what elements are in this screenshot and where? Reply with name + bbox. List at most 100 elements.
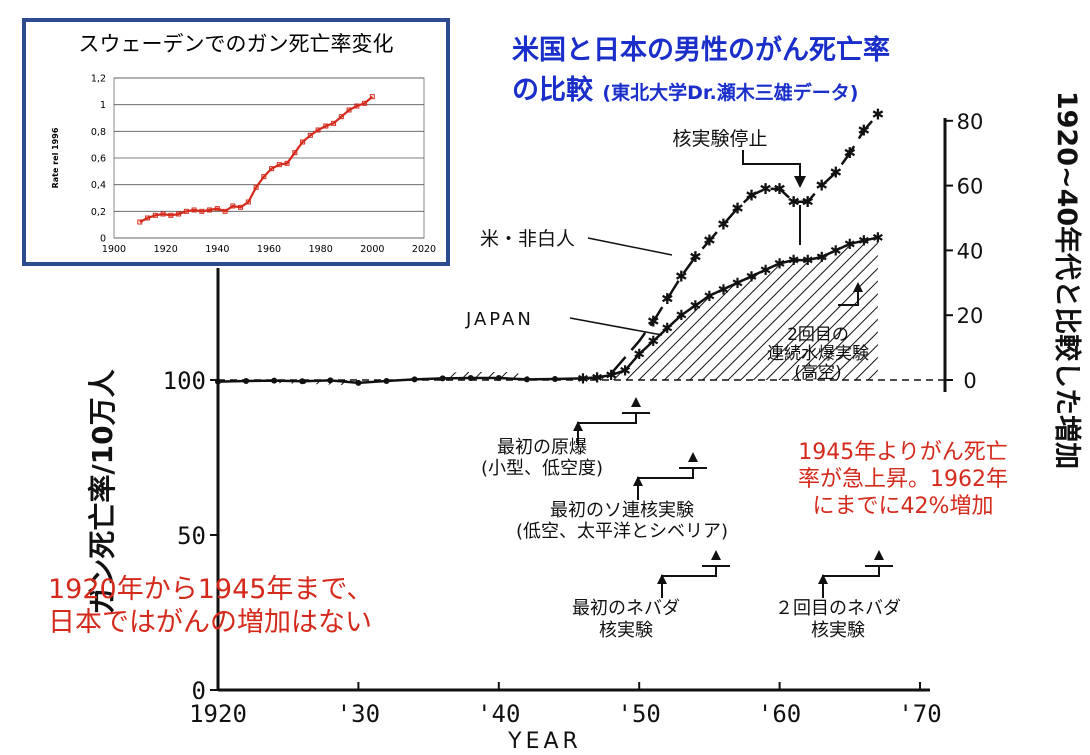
japan-point-1946: ✱ bbox=[577, 371, 589, 387]
inset-point-2000 bbox=[369, 94, 375, 100]
japan-point-1961: ✱ bbox=[788, 253, 800, 269]
x-tick-label-1920: 1920 bbox=[189, 700, 247, 728]
japan-point-1951: ✱ bbox=[647, 334, 659, 350]
x-axis-label: YEAR bbox=[507, 729, 582, 754]
japan-point-1930 bbox=[355, 379, 362, 386]
japan-point-1966: ✱ bbox=[858, 234, 870, 250]
japan-point-1954: ✱ bbox=[689, 298, 701, 314]
series-line-us-nonwhite bbox=[610, 113, 879, 375]
japan-increase-area bbox=[583, 237, 878, 380]
second-h-leader bbox=[838, 290, 859, 306]
inset-point-1913 bbox=[145, 215, 151, 221]
inset-point-1934 bbox=[199, 208, 205, 214]
annotation-japan: JAPAN bbox=[465, 309, 534, 330]
inset-plot: 0 0,2 0,4 0,6 0,8 1 1,2 1900 1920 1940 1960 1980 200… bbox=[51, 74, 436, 256]
x-tick-label-1950: '50 bbox=[618, 700, 661, 728]
japan-point-1928 bbox=[327, 377, 334, 384]
us-point-1956: ✱ bbox=[717, 215, 730, 233]
japan-point-1955: ✱ bbox=[704, 289, 716, 305]
inset-point-1916 bbox=[152, 212, 158, 218]
japan-point-1959: ✱ bbox=[760, 263, 772, 279]
japan-point-1948: ✱ bbox=[605, 368, 617, 384]
japan-leader bbox=[569, 317, 663, 336]
us-point-1966: ✱ bbox=[858, 122, 871, 140]
inset-point-1991 bbox=[346, 107, 352, 113]
first-atomic-arrow-icon bbox=[573, 421, 583, 431]
japan-point-1940 bbox=[495, 375, 502, 382]
chart-title-line2: の比較 (東北大学Dr.瀬木三雄データ) bbox=[512, 68, 858, 107]
inset-title: スウェーデンでのガン死亡率変化 bbox=[78, 32, 394, 56]
x-tick-label-1940: '40 bbox=[477, 700, 520, 728]
inset-point-1931 bbox=[191, 207, 197, 213]
test-stop-leader bbox=[742, 150, 801, 178]
japan-point-1956: ✱ bbox=[718, 282, 730, 298]
inset-point-1946 bbox=[230, 203, 236, 209]
inset-y-axis-label: Rate rel 1996 bbox=[51, 127, 60, 188]
japan-point-1938 bbox=[467, 375, 474, 382]
note-right-line3: にまでに42%増加 bbox=[812, 493, 994, 519]
y-left-tick-label-0: 0 bbox=[192, 677, 206, 705]
annotation-second-h-line3: (高空) bbox=[794, 363, 841, 383]
us-point-1965: ✱ bbox=[844, 144, 857, 162]
us-point-1957: ✱ bbox=[731, 199, 744, 217]
annotation-second-h-line1: 2回目の bbox=[787, 325, 849, 345]
us-point-1955: ✱ bbox=[703, 232, 716, 250]
note-right-line1: 1945年よりがん死亡 bbox=[798, 440, 1008, 465]
inset-point-1922 bbox=[168, 212, 174, 218]
inset-x-tick-label-1900: 1900 bbox=[102, 244, 126, 255]
annotation-second-nevada-line1: ２回目のネバダ bbox=[775, 598, 901, 619]
us-point-1954: ✱ bbox=[689, 248, 702, 266]
x-tick-label-1970: '70 bbox=[898, 700, 941, 728]
inset-y-tick-label-5: 1 bbox=[100, 100, 106, 111]
inset-point-1988 bbox=[338, 114, 344, 120]
sweden-inset-chart: スウェーデンでのガン死亡率変化 0 0,2 0,4 0,6 0,8 1 1,2 1900 192… bbox=[22, 18, 450, 266]
y-axis-right-label: 1920~40年代と比較した増加 bbox=[1051, 91, 1083, 469]
annotation-second-h-line2: 連続水爆実験 bbox=[767, 344, 869, 364]
chart-title-main: の比較 bbox=[512, 75, 603, 106]
inset-x-tick-label-1940: 1940 bbox=[205, 244, 229, 255]
inset-point-1937 bbox=[207, 207, 213, 213]
inset-point-1997 bbox=[362, 100, 368, 106]
first-atomic-range-arrow-icon bbox=[631, 397, 641, 407]
inset-y-tick-label-4: 0,8 bbox=[91, 127, 106, 138]
second-nevada-arrow-icon bbox=[818, 574, 828, 584]
inset-x-tick-label-1920: 1920 bbox=[154, 244, 178, 255]
inset-y-tick-label-1: 0,2 bbox=[91, 207, 106, 218]
japan-point-1942 bbox=[523, 376, 530, 383]
chart-title-line1: 米国と日本の男性のがん死亡率 bbox=[512, 35, 890, 66]
inset-point-1982 bbox=[323, 123, 329, 129]
inset-point-1955 bbox=[253, 184, 259, 190]
y-right-tick-label-80: 80 bbox=[957, 110, 984, 134]
first-nevada-arrow-icon bbox=[657, 574, 667, 584]
inset-point-1952 bbox=[245, 199, 251, 205]
japan-point-1936 bbox=[439, 375, 446, 382]
japan-point-1964: ✱ bbox=[830, 243, 842, 259]
japan-point-1950: ✱ bbox=[633, 347, 645, 363]
series-line-japan bbox=[217, 236, 879, 385]
note-left-line1: 1920年から1945年まで、 bbox=[48, 574, 374, 605]
annotation-first-soviet-line2: (低空、太平洋とシベリア) bbox=[516, 521, 728, 542]
y-right-tick-label-20: 20 bbox=[957, 304, 984, 328]
annotation-first-atomic-line2: (小型、低空度) bbox=[481, 458, 603, 479]
inset-point-1970 bbox=[292, 150, 298, 156]
annotation-first-nevada-line2: 核実験 bbox=[599, 620, 653, 641]
inset-point-1910 bbox=[137, 219, 143, 225]
note-left: 1920年から1945年まで、 日本ではがんの増加はない bbox=[48, 574, 373, 640]
first-atomic-leader bbox=[577, 413, 637, 445]
y-left-tick-label-50: 50 bbox=[177, 522, 206, 550]
inset-point-1976 bbox=[307, 132, 313, 138]
inset-point-1943 bbox=[222, 208, 228, 214]
us-point-1964: ✱ bbox=[829, 164, 842, 182]
inset-y-tick-label-2: 0,4 bbox=[91, 180, 106, 191]
second-h-arrow-icon bbox=[853, 282, 863, 292]
inset-point-1964 bbox=[276, 162, 282, 168]
us-point-1951: ✱ bbox=[647, 313, 660, 331]
inset-point-1985 bbox=[331, 120, 337, 126]
first-soviet-range-arrow-icon bbox=[688, 452, 698, 462]
y-axis-left-label: ガン死亡率/10万人 bbox=[86, 369, 119, 614]
inset-point-1961 bbox=[269, 166, 275, 172]
inset-point-1994 bbox=[354, 103, 360, 109]
us-point-1963: ✱ bbox=[815, 177, 828, 195]
y-right-tick-label-0: 0 bbox=[963, 369, 976, 393]
